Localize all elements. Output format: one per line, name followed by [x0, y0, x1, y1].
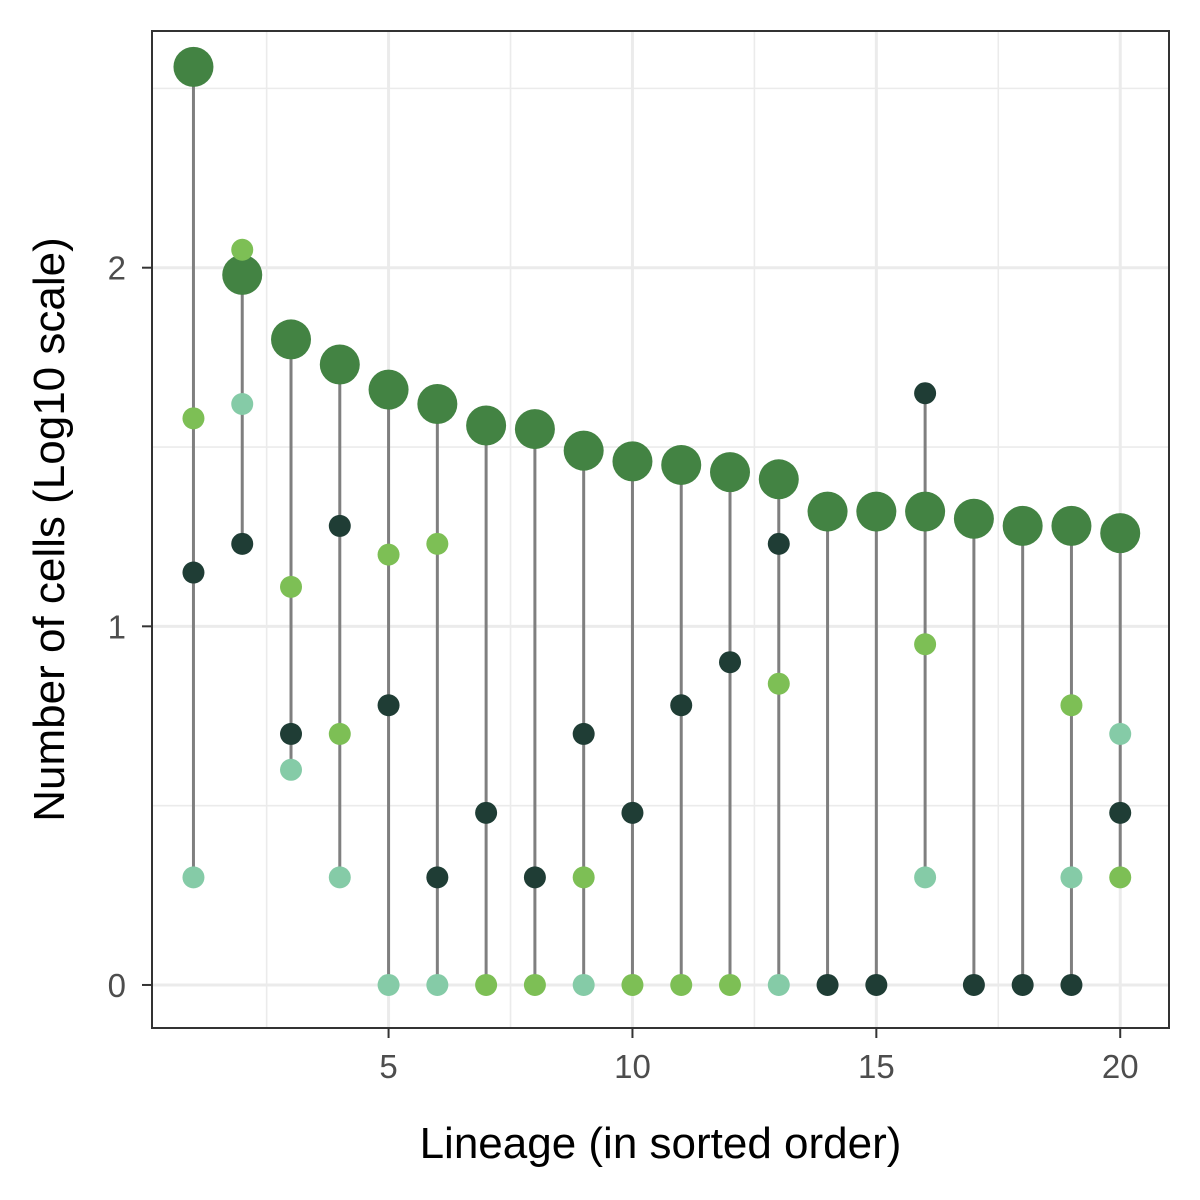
point-component-light-green: [328, 722, 351, 745]
x-axis-tick-labels: 5 10 15 20: [379, 1048, 1138, 1085]
point-component-dark: [377, 694, 400, 717]
point-total: [417, 383, 458, 424]
point-total: [661, 444, 702, 485]
point-total: [1100, 513, 1141, 554]
x-tick-label: 10: [614, 1048, 651, 1085]
point-total: [905, 491, 946, 532]
point-component-mint: [328, 866, 351, 889]
y-tick-label: 0: [108, 967, 126, 1004]
point-component-dark: [914, 382, 937, 405]
point-component-mint: [426, 973, 449, 996]
y-axis-title: Number of cells (Log10 scale): [25, 237, 74, 821]
point-total: [758, 459, 799, 500]
point-component-dark: [767, 532, 790, 555]
x-axis-title: Lineage (in sorted order): [420, 1119, 902, 1168]
point-component-mint: [280, 758, 303, 781]
point-total: [856, 491, 897, 532]
point-total: [953, 498, 994, 539]
point-component-light-green: [377, 543, 400, 566]
point-component-mint: [182, 866, 205, 889]
point-component-light-green: [572, 866, 595, 889]
point-total: [1051, 505, 1092, 546]
point-component-mint: [1060, 866, 1083, 889]
point-component-dark: [280, 722, 303, 745]
point-component-dark: [865, 973, 888, 996]
point-component-dark: [475, 801, 498, 824]
point-total: [466, 405, 507, 446]
point-component-dark: [962, 973, 985, 996]
point-total: [173, 46, 214, 87]
point-component-mint: [572, 973, 595, 996]
point-component-light-green: [1060, 694, 1083, 717]
point-component-light-green: [914, 633, 937, 656]
point-component-dark: [523, 866, 546, 889]
axis-ticks: [142, 266, 1122, 1038]
point-component-light-green: [767, 672, 790, 695]
point-total: [612, 441, 653, 482]
point-component-dark: [621, 801, 644, 824]
point-component-mint: [767, 973, 790, 996]
y-tick-label: 1: [108, 608, 126, 645]
point-component-light-green: [182, 407, 205, 430]
x-tick-label: 5: [379, 1048, 397, 1085]
point-total: [563, 430, 604, 471]
x-tick-label: 15: [858, 1048, 895, 1085]
point-component-dark: [182, 561, 205, 584]
point-total: [807, 491, 848, 532]
point-component-light-green: [475, 973, 498, 996]
point-component-dark: [1060, 973, 1083, 996]
point-total: [368, 369, 409, 410]
y-axis-tick-labels: 0 1 2: [108, 250, 126, 1004]
point-total: [710, 452, 751, 493]
point-component-light-green: [1109, 866, 1132, 889]
panel-border: [151, 30, 1170, 1029]
point-total: [319, 344, 360, 385]
point-component-dark: [1109, 801, 1132, 824]
point-component-dark: [1011, 973, 1034, 996]
point-total: [1002, 505, 1043, 546]
point-component-light-green: [280, 575, 303, 598]
point-component-dark: [426, 866, 449, 889]
point-component-light-green: [719, 973, 742, 996]
point-component-dark: [231, 532, 254, 555]
point-component-mint: [231, 392, 254, 415]
data-points: [173, 46, 1141, 996]
point-component-light-green: [426, 532, 449, 555]
point-component-mint: [1109, 722, 1132, 745]
point-component-light-green: [231, 238, 254, 261]
point-component-dark: [670, 694, 693, 717]
point-total: [514, 409, 555, 450]
point-total: [222, 254, 263, 295]
point-component-light-green: [670, 973, 693, 996]
minor-gridlines: [152, 31, 1169, 1028]
point-component-mint: [914, 866, 937, 889]
lineage-stems: [191, 66, 1122, 985]
x-tick-label: 20: [1102, 1048, 1139, 1085]
point-component-dark: [572, 722, 595, 745]
point-component-dark: [328, 514, 351, 537]
point-component-light-green: [621, 973, 644, 996]
y-tick-label: 2: [108, 250, 126, 287]
point-total: [271, 319, 312, 360]
point-component-dark: [719, 651, 742, 674]
point-component-mint: [377, 973, 400, 996]
point-component-light-green: [523, 973, 546, 996]
point-component-dark: [816, 973, 839, 996]
